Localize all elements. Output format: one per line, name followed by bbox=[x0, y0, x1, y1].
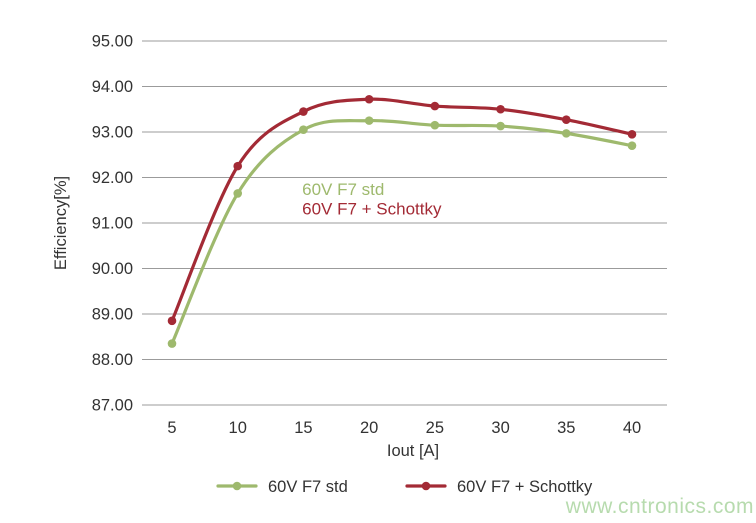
y-axis-title: Efficiency[%] bbox=[52, 176, 70, 270]
data-point-marker bbox=[167, 316, 177, 326]
x-tick-label: 15 bbox=[294, 419, 312, 437]
series-annotation-label: 60V F7 std bbox=[302, 180, 384, 199]
series-line bbox=[170, 118, 634, 346]
x-tick-label: 30 bbox=[491, 419, 509, 437]
x-axis-title: Iout [A] bbox=[387, 442, 439, 460]
y-tick-label: 95.00 bbox=[92, 33, 133, 51]
y-tick-label: 92.00 bbox=[92, 169, 133, 187]
x-tick-label: 25 bbox=[426, 419, 444, 437]
legend-label: 60V F7 std bbox=[268, 478, 348, 496]
legend-marker-point bbox=[421, 481, 431, 491]
data-point-marker bbox=[233, 189, 243, 198]
series-lines bbox=[167, 94, 637, 348]
x-tick-label: 5 bbox=[167, 419, 176, 437]
y-tick-label: 89.00 bbox=[92, 306, 133, 324]
legend: 60V F7 std 60V F7 + Schottky bbox=[216, 478, 593, 496]
x-tick-label: 35 bbox=[557, 419, 575, 437]
data-point-marker bbox=[496, 104, 505, 114]
data-point-marker bbox=[233, 161, 243, 171]
legend-label: 60V F7 + Schottky bbox=[457, 478, 593, 496]
data-point-marker bbox=[496, 121, 505, 131]
y-tick-label: 87.00 bbox=[92, 397, 133, 415]
y-tick-label: 93.00 bbox=[92, 124, 133, 142]
y-tick-label: 90.00 bbox=[92, 260, 133, 278]
data-point-marker bbox=[299, 107, 308, 116]
data-point-marker bbox=[430, 101, 440, 111]
x-axis-tick-labels: 5 10 15 20 25 30 35 40 bbox=[167, 419, 641, 437]
x-tick-label: 10 bbox=[229, 419, 247, 437]
data-point-marker bbox=[364, 116, 374, 125]
data-point-marker bbox=[167, 339, 177, 348]
data-point-marker bbox=[561, 129, 571, 138]
data-point-marker bbox=[364, 94, 374, 104]
data-point-marker bbox=[299, 125, 308, 135]
y-axis-tick-labels: 87.00 88.00 89.00 90.00 91.00 92.00 93.00 94.00… bbox=[92, 33, 133, 415]
series-annotation-label: 60V F7 + Schottky bbox=[302, 199, 442, 218]
legend-marker-point bbox=[232, 481, 242, 491]
y-tick-label: 88.00 bbox=[92, 351, 133, 369]
x-tick-label: 20 bbox=[360, 419, 378, 437]
data-point-marker bbox=[561, 115, 571, 125]
x-tick-label: 40 bbox=[623, 419, 641, 437]
y-tick-label: 94.00 bbox=[92, 78, 133, 96]
legend-item: 60V F7 std bbox=[216, 478, 348, 496]
data-point-marker bbox=[430, 120, 440, 130]
data-point-marker bbox=[627, 141, 637, 150]
data-point-marker bbox=[627, 129, 637, 139]
y-tick-label: 91.00 bbox=[92, 215, 133, 233]
watermark: www.cntronics.com bbox=[565, 495, 754, 518]
legend-item: 60V F7 + Schottky bbox=[405, 478, 593, 496]
